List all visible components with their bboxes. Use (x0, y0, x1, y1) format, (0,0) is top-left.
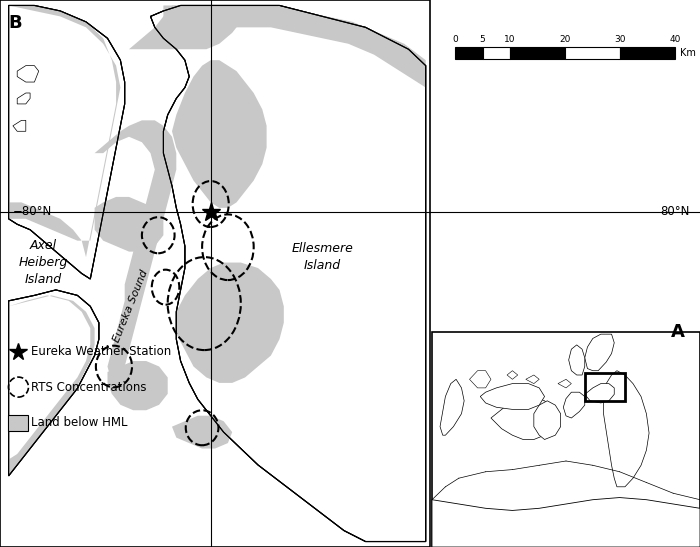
Polygon shape (150, 5, 426, 542)
Text: B: B (8, 14, 22, 32)
Polygon shape (584, 334, 614, 371)
Text: Eureka Sound: Eureka Sound (112, 269, 150, 344)
Bar (432, 332, 700, 547)
Polygon shape (568, 345, 584, 375)
Text: RTS Concentrations: RTS Concentrations (32, 381, 147, 394)
Polygon shape (470, 371, 491, 388)
Polygon shape (129, 5, 241, 49)
Polygon shape (176, 263, 284, 383)
Bar (510, 47, 565, 59)
Polygon shape (584, 383, 614, 403)
Text: −80°N: −80°N (13, 205, 52, 218)
Text: A: A (671, 323, 685, 341)
Bar (8, 415, 29, 430)
Polygon shape (480, 383, 545, 409)
Text: 5: 5 (480, 35, 485, 44)
Polygon shape (558, 379, 571, 388)
Polygon shape (603, 371, 649, 487)
Polygon shape (172, 60, 267, 208)
Text: 10: 10 (504, 35, 516, 44)
Text: Km: Km (680, 48, 696, 58)
Polygon shape (8, 5, 120, 257)
Polygon shape (94, 120, 176, 383)
Bar (565, 47, 620, 59)
Polygon shape (18, 93, 30, 104)
Text: 80°N: 80°N (661, 205, 690, 218)
Bar (482, 47, 510, 59)
Bar (620, 47, 675, 59)
Text: 20: 20 (559, 35, 570, 44)
Polygon shape (526, 375, 539, 383)
Polygon shape (172, 416, 232, 449)
Bar (584, 373, 625, 401)
Bar (0, 0, 430, 547)
Polygon shape (8, 5, 125, 279)
Polygon shape (8, 295, 95, 476)
Polygon shape (507, 371, 518, 379)
Text: Axel
Heiberg
Island: Axel Heiberg Island (18, 239, 68, 286)
Text: 0: 0 (452, 35, 458, 44)
Polygon shape (564, 392, 584, 418)
Polygon shape (534, 401, 561, 439)
Text: 30: 30 (615, 35, 626, 44)
Polygon shape (8, 290, 99, 476)
Polygon shape (440, 379, 464, 435)
Polygon shape (18, 66, 38, 82)
Text: Land below HML: Land below HML (32, 416, 128, 429)
Polygon shape (491, 397, 555, 439)
Text: Eureka Weather Station: Eureka Weather Station (32, 345, 172, 358)
Text: Ellesmere
Island: Ellesmere Island (292, 242, 354, 272)
Text: 40: 40 (669, 35, 680, 44)
Bar (455, 47, 482, 59)
Polygon shape (108, 361, 168, 410)
Polygon shape (163, 5, 426, 88)
Polygon shape (432, 498, 700, 547)
Polygon shape (13, 120, 26, 131)
Polygon shape (94, 197, 163, 252)
